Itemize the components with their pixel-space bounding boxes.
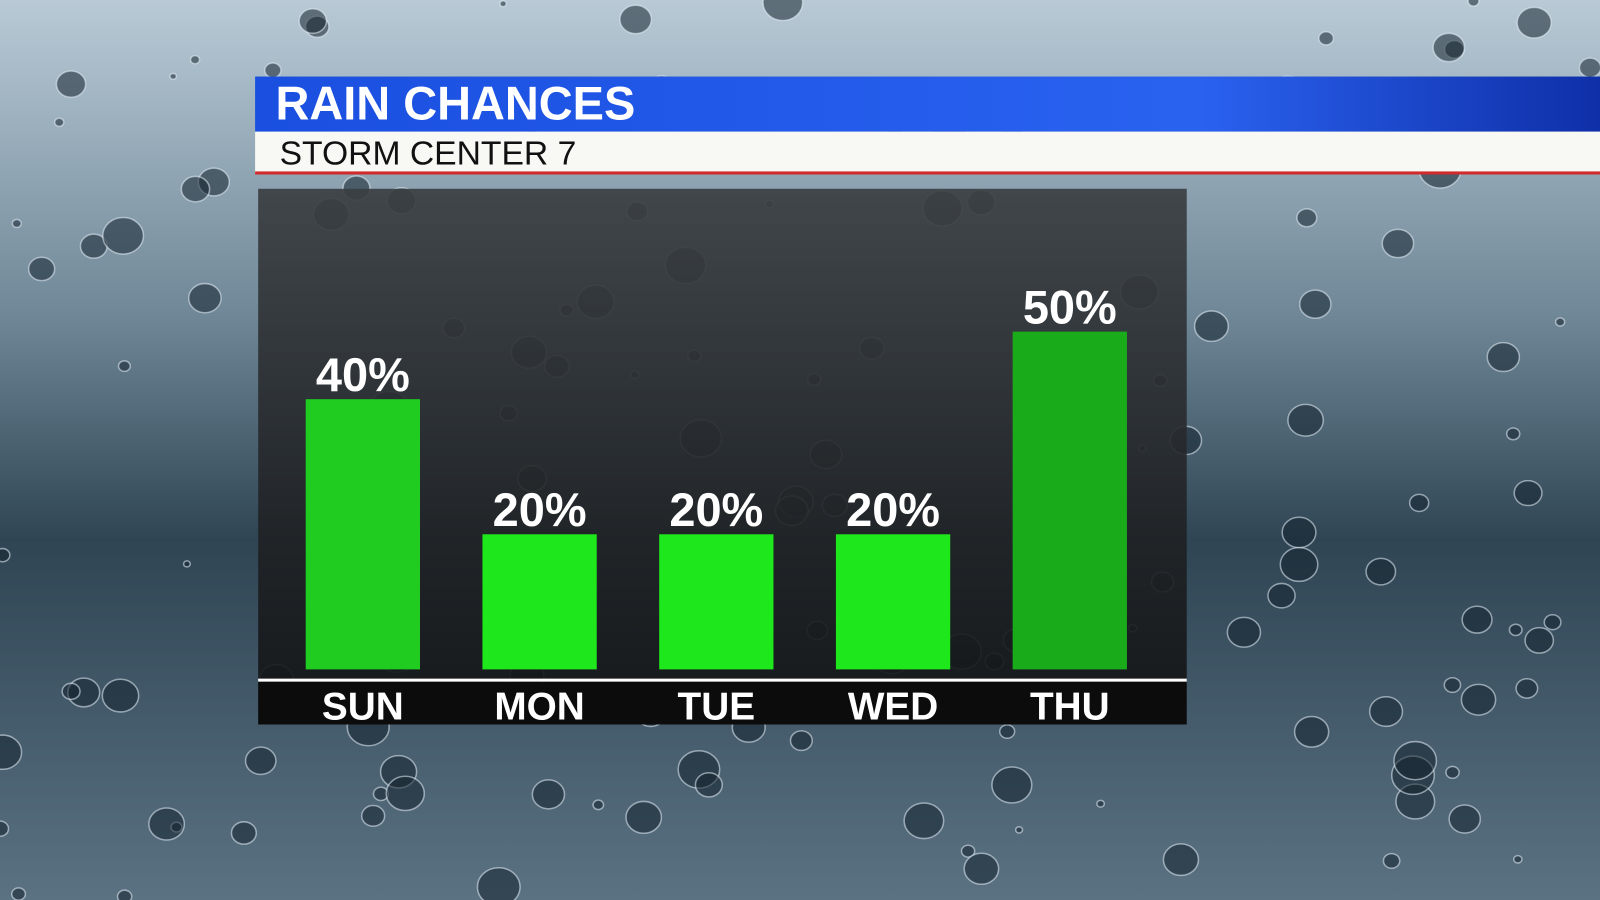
raindrop bbox=[55, 70, 87, 99]
raindrop bbox=[592, 799, 605, 811]
raindrop bbox=[298, 7, 328, 35]
x-tick-label: THU bbox=[1030, 685, 1110, 728]
raindrop bbox=[499, 0, 508, 8]
raindrop bbox=[531, 779, 566, 810]
raindrop bbox=[1524, 626, 1555, 654]
raindrop bbox=[694, 772, 724, 798]
raindrop bbox=[1486, 341, 1521, 373]
raindrop bbox=[230, 821, 258, 845]
raindrop bbox=[1014, 826, 1024, 834]
raindrop bbox=[1543, 613, 1562, 631]
raindrop bbox=[11, 218, 23, 229]
label-strip bbox=[258, 681, 1187, 725]
raindrop bbox=[27, 256, 56, 282]
raindrop bbox=[1445, 765, 1460, 780]
plot: 40% SUN 20% MON 20% TUE 20% WED 50% THU bbox=[305, 281, 1127, 728]
value-label: 40% bbox=[316, 349, 410, 401]
bar bbox=[305, 399, 420, 670]
raindrop bbox=[476, 866, 521, 900]
raindrop bbox=[385, 775, 426, 812]
raindrop bbox=[1365, 557, 1397, 586]
raindrop bbox=[1460, 683, 1497, 716]
raindrop bbox=[101, 678, 140, 713]
raindrop bbox=[625, 800, 663, 835]
raindrop bbox=[960, 844, 976, 858]
raindrop bbox=[244, 746, 277, 776]
raindrop bbox=[180, 175, 211, 203]
x-tick-label: SUN bbox=[322, 685, 404, 728]
raindrop bbox=[1508, 623, 1523, 637]
raindrop bbox=[189, 54, 201, 65]
raindrop bbox=[1515, 677, 1539, 699]
raindrop bbox=[1443, 676, 1462, 694]
raindrop bbox=[1516, 6, 1553, 39]
raindrop bbox=[61, 682, 81, 701]
raindrop bbox=[762, 0, 804, 22]
raindrop bbox=[53, 117, 65, 128]
raindrop bbox=[1578, 57, 1600, 79]
raindrop bbox=[1448, 804, 1482, 834]
value-label: 50% bbox=[1023, 281, 1117, 333]
raindrop bbox=[1467, 0, 1480, 7]
raindrop bbox=[1505, 427, 1521, 441]
bar bbox=[835, 534, 951, 670]
raindrop bbox=[264, 62, 282, 79]
raindrop bbox=[1408, 493, 1430, 513]
x-tick-label: MON bbox=[494, 685, 584, 728]
raindrop bbox=[1381, 228, 1415, 259]
raindrop bbox=[1279, 546, 1319, 583]
raindrop bbox=[1298, 289, 1332, 320]
raindrop bbox=[963, 852, 1000, 885]
raindrop bbox=[1382, 852, 1401, 870]
raindrop bbox=[1318, 30, 1335, 46]
raindrop bbox=[1513, 479, 1543, 507]
raindrop bbox=[169, 72, 178, 81]
raindrop bbox=[1267, 582, 1296, 609]
raindrop bbox=[1096, 799, 1106, 808]
raindrop bbox=[360, 804, 386, 827]
raindrop bbox=[991, 766, 1033, 804]
chart-subtitle: STORM CENTER 7 bbox=[280, 135, 577, 172]
title-banner bbox=[255, 76, 1600, 132]
raindrop bbox=[1193, 310, 1230, 343]
raindrop bbox=[1393, 740, 1438, 781]
raindrop bbox=[0, 820, 10, 837]
subtitle-banner bbox=[255, 131, 1600, 174]
raindrop bbox=[1368, 696, 1404, 728]
raindrop bbox=[789, 730, 813, 752]
raindrop bbox=[1554, 317, 1566, 327]
chart-title: RAIN CHANCES bbox=[276, 77, 636, 129]
raindrop bbox=[1296, 208, 1318, 228]
raindrop bbox=[1287, 403, 1325, 437]
raindrop bbox=[1432, 32, 1466, 63]
raindrop bbox=[10, 887, 27, 900]
banner-rule bbox=[255, 171, 1600, 175]
raindrop bbox=[998, 724, 1016, 740]
raindrop bbox=[102, 216, 145, 255]
raindrop bbox=[1226, 616, 1262, 648]
bar bbox=[482, 534, 597, 670]
x-tick-label: WED bbox=[848, 685, 938, 728]
raindrop bbox=[1293, 715, 1330, 748]
raindrop bbox=[182, 560, 192, 568]
raindrop bbox=[148, 807, 186, 841]
raindrop bbox=[903, 802, 945, 840]
raindrop bbox=[619, 4, 653, 35]
raindrop bbox=[116, 889, 133, 900]
x-tick-label: TUE bbox=[678, 685, 756, 728]
bar bbox=[659, 534, 774, 670]
raindrop bbox=[187, 282, 222, 314]
raindrop bbox=[1512, 854, 1523, 864]
value-label: 20% bbox=[493, 484, 587, 536]
raindrop bbox=[1461, 605, 1493, 634]
value-label: 20% bbox=[846, 484, 940, 536]
raindrop bbox=[1162, 843, 1200, 877]
bar bbox=[1012, 331, 1127, 670]
value-label: 20% bbox=[669, 484, 763, 536]
raindrop bbox=[117, 360, 132, 373]
raindrop bbox=[0, 547, 11, 563]
raindrop bbox=[0, 734, 23, 771]
raindrop bbox=[1281, 516, 1317, 549]
